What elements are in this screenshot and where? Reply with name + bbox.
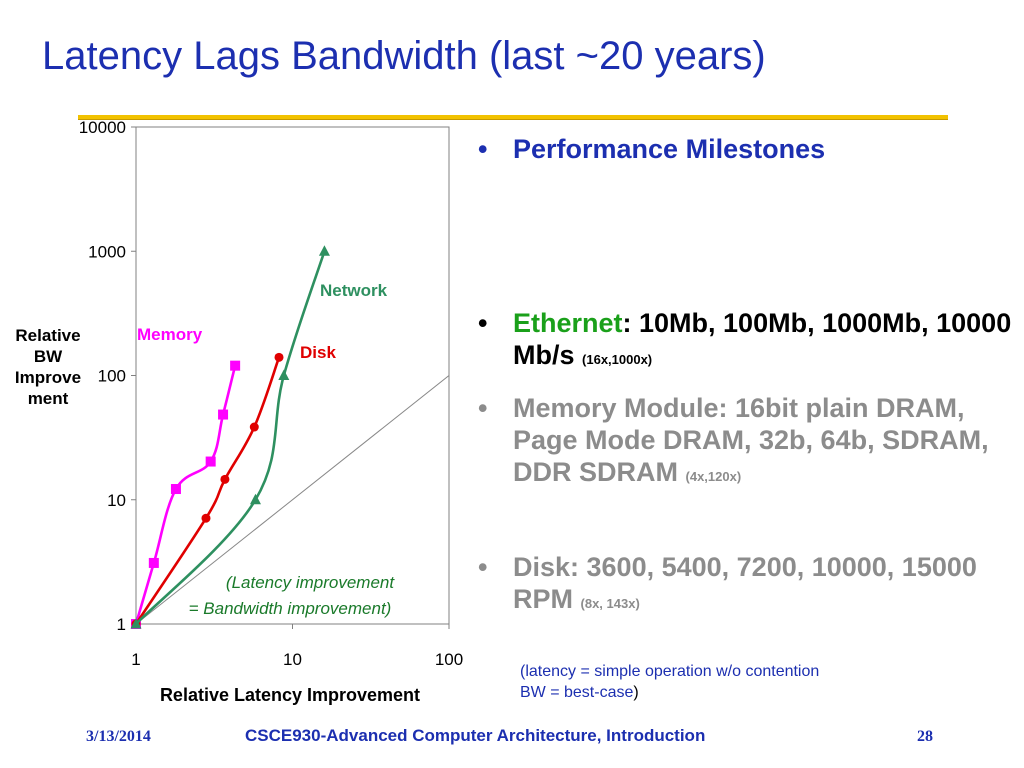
memory-data-point: [148, 557, 159, 568]
y-axis-label-line: Improve: [15, 368, 81, 387]
y-tick-label: 1000: [88, 242, 126, 261]
disk-data-point: [201, 513, 211, 523]
bullet-dot: •: [478, 393, 488, 423]
memory-series-label: Memory: [137, 325, 203, 344]
bullet-dot: •: [478, 308, 488, 338]
axis-ticks: 1 10 100 1000 10000 1 10 100: [79, 118, 463, 669]
memory-data-point: [205, 456, 216, 467]
network-data-point: [249, 493, 261, 505]
annotation-line-1: (Latency improvement: [226, 573, 395, 592]
bullet-performance-milestones: • Performance Milestones: [478, 133, 825, 165]
bullet-memory-text: Memory Module: 16bit plain DRAM, Page Mo…: [513, 392, 1024, 493]
footnote-line-1: (latency = simple operation w/o contenti…: [520, 663, 820, 680]
footnote-line-2: BW = best-case: [520, 684, 634, 701]
bullet-disk: • Disk: 3600, 5400, 7200, 10000, 15000 R…: [478, 551, 1024, 620]
memory-detail: (4x,120x): [685, 469, 742, 484]
disk-data-point: [249, 422, 259, 432]
network-data-point: [318, 245, 330, 256]
x-axis-label: Relative Latency Improvement: [160, 685, 420, 705]
disk-data-point: [274, 352, 284, 362]
memory-data-point: [170, 484, 181, 495]
x-tick-label: 10: [283, 650, 302, 669]
bullet-dot: •: [478, 134, 488, 164]
chart-labels: Memory Disk Network (Latency improvement = B…: [15, 281, 420, 705]
y-axis-label-line: ment: [28, 389, 69, 408]
network-data-point: [278, 369, 290, 380]
footnote: (latency = simple operation w/o contenti…: [520, 661, 819, 703]
y-tick-label: 10000: [79, 118, 126, 137]
x-tick-label: 100: [435, 650, 463, 669]
reference-line-group: [135, 375, 450, 625]
ethernet-speeds: : 10Mb, 100Mb, 1000Mb, 10000 Mb/s: [513, 308, 1012, 370]
bullet-ethernet: • Ethernet: 10Mb, 100Mb, 1000Mb, 10000 M…: [478, 307, 1024, 376]
plot-area-frame: [135, 126, 450, 625]
footer-course-title: CSCE930-Advanced Computer Architecture, …: [245, 726, 706, 745]
footnote-close-paren: ): [633, 684, 639, 701]
y-tick-label: 100: [98, 367, 126, 386]
memory-module-text: Memory Module: 16bit plain DRAM, Page Mo…: [513, 393, 989, 487]
title-underline: [78, 115, 948, 120]
latency-bandwidth-chart: 1 10 100 1000 10000 1 10 100 Memory Disk Network (…: [15, 118, 463, 705]
y-axis-label-line: Relative: [15, 326, 80, 345]
x-tick-label: 1: [131, 650, 140, 669]
disk-series-label: Disk: [300, 343, 336, 362]
disk-detail: (8x, 143x): [580, 596, 640, 611]
network-data-point: [130, 618, 142, 629]
bullet-text: Performance Milestones: [513, 134, 826, 164]
footer-page-number: 28: [917, 728, 933, 745]
annotation-line-2: = Bandwidth improvement): [189, 599, 392, 618]
bullet-disk-text: Disk: 3600, 5400, 7200, 10000, 15000 RPM…: [513, 551, 1024, 620]
disk-data-point: [220, 474, 230, 484]
network-series-label: Network: [320, 281, 388, 300]
y-tick-label: 10: [107, 491, 126, 510]
disk-rpm-text: Disk: 3600, 5400, 7200, 10000, 15000 RPM: [513, 552, 977, 614]
slide-title: Latency Lags Bandwidth (last ~20 years): [42, 34, 766, 78]
memory-data-point: [230, 360, 241, 371]
series-group: [130, 245, 330, 629]
memory-data-point: [218, 409, 229, 420]
equal-improvement-line: [135, 375, 450, 625]
y-axis-label-line: BW: [34, 347, 63, 366]
network-series-line: [135, 250, 326, 625]
bullet-dot: •: [478, 552, 488, 582]
footer-date: 3/13/2014: [86, 728, 151, 745]
bullet-ethernet-text: Ethernet: 10Mb, 100Mb, 1000Mb, 10000 Mb/…: [513, 307, 1024, 376]
bullet-memory-module: • Memory Module: 16bit plain DRAM, Page …: [478, 392, 1024, 493]
ethernet-detail: (16x,1000x): [582, 352, 653, 367]
ethernet-highlight: Ethernet: [513, 308, 623, 338]
y-tick-label: 1: [117, 615, 126, 634]
